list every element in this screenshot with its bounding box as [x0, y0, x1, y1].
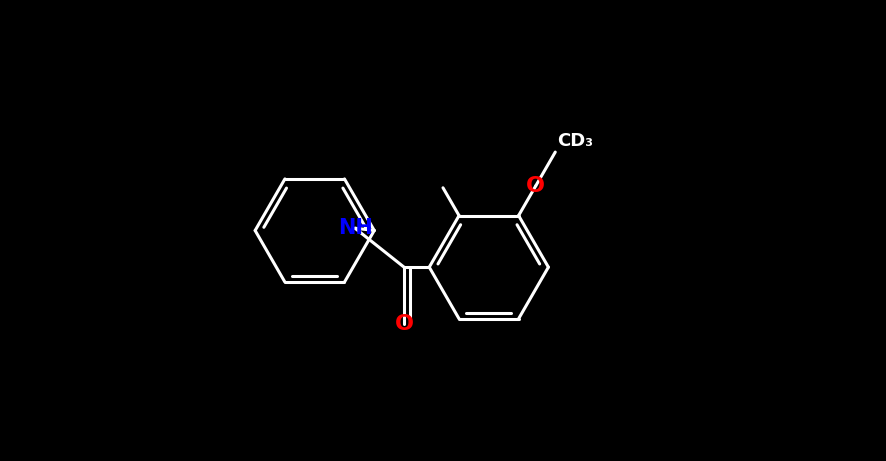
- Text: O: O: [526, 176, 545, 196]
- Text: CD₃: CD₃: [557, 132, 594, 150]
- Text: O: O: [394, 314, 414, 334]
- Text: NH: NH: [338, 218, 372, 238]
